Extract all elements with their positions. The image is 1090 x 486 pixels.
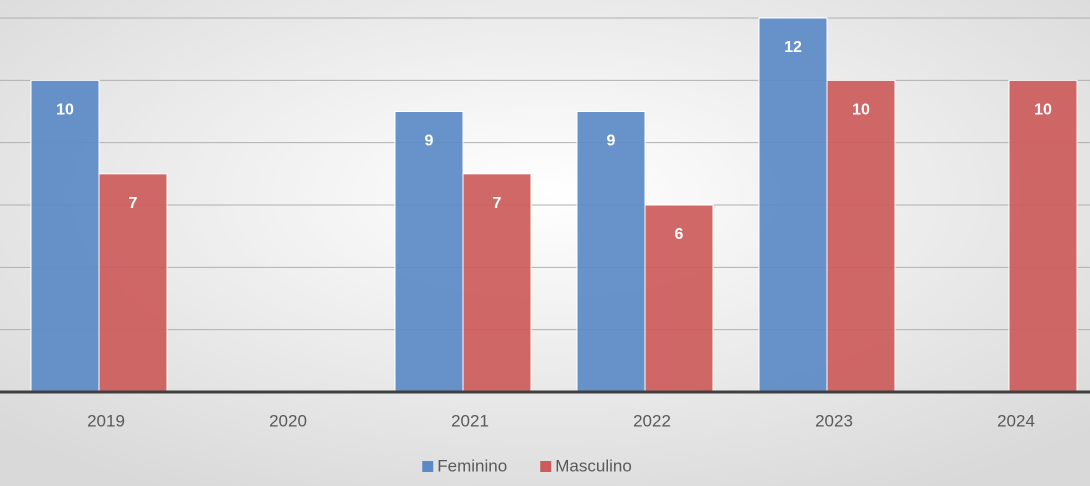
legend-swatch: [422, 461, 434, 472]
x-tick-label: 2019: [87, 411, 125, 430]
data-label: 10: [1034, 102, 1052, 119]
bar: [30, 79, 100, 393]
data-label: 9: [425, 133, 434, 150]
bar: [758, 17, 828, 393]
bar: [826, 79, 896, 393]
x-tick-label: 2021: [451, 411, 489, 430]
data-label: 12: [784, 39, 802, 56]
x-tick-label: 2024: [997, 411, 1035, 430]
bar: [462, 173, 532, 393]
bar: [98, 173, 168, 393]
data-label: 6: [675, 226, 684, 243]
legend-label: Feminino: [437, 456, 507, 475]
legend-label: Masculino: [555, 456, 632, 475]
data-label: 9: [607, 133, 616, 150]
data-label: 7: [129, 195, 138, 212]
legend-swatch: [540, 461, 552, 472]
bar: [1008, 79, 1078, 393]
data-label: 7: [493, 195, 502, 212]
data-label: 10: [852, 102, 870, 119]
bar: [576, 111, 646, 393]
x-tick-label: 2020: [269, 411, 307, 430]
bar: [394, 111, 464, 393]
x-tick-label: 2023: [815, 411, 853, 430]
data-label: 10: [56, 102, 74, 119]
x-tick-label: 2022: [633, 411, 671, 430]
